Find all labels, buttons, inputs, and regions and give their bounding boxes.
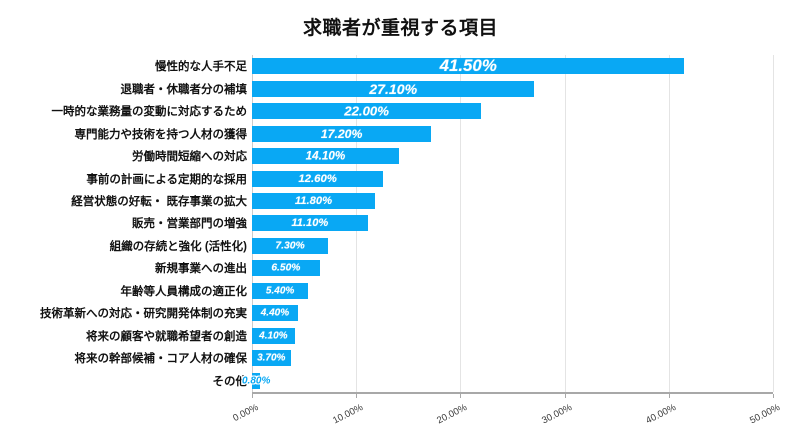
bar-value-label: 12.60% <box>298 172 337 185</box>
x-tick-mark <box>252 394 253 398</box>
bar-value-label: 22.00% <box>344 103 389 119</box>
bar-row: 0.80% <box>242 370 773 392</box>
x-tick-label: 0.00% <box>231 402 261 425</box>
x-tick-label: 10.00% <box>331 402 366 427</box>
bar-row: 7.30% <box>252 235 773 257</box>
bar[interactable] <box>252 237 329 254</box>
bar-row: 4.10% <box>252 325 773 347</box>
bar[interactable] <box>252 327 295 344</box>
plot-area: 41.50% 27.10% 22.00% 17.20% 14.10% 12.60% 11.8… <box>242 55 774 394</box>
bar-value-label: 4.10% <box>259 330 288 342</box>
bar-value-label: 11.10% <box>291 217 329 230</box>
bar[interactable] <box>252 215 368 232</box>
bar-row: 41.50% <box>252 55 773 77</box>
bar-row: 5.40% <box>252 280 773 302</box>
bar[interactable] <box>252 103 482 120</box>
x-tick-label: 30.00% <box>539 402 574 427</box>
category-axis: 慢性的な人手不足退職者・休職者分の補填一時的な業務量の変動に対応するため専門能力… <box>0 55 247 392</box>
bar-value-label: 5.40% <box>265 285 295 297</box>
gridline <box>460 55 462 392</box>
bar-value-label: 3.70% <box>257 352 286 364</box>
bar-value-label: 4.40% <box>260 307 290 319</box>
bar-value-label: 27.10% <box>369 80 418 97</box>
x-tick-label: 20.00% <box>435 402 470 427</box>
bar[interactable] <box>252 350 291 367</box>
bar-row: 4.40% <box>252 302 773 324</box>
category-label: 将来の幹部候補・コア人材の確保 <box>74 353 248 366</box>
x-tick-mark <box>356 394 358 398</box>
bar[interactable] <box>252 148 399 165</box>
x-tick-mark <box>460 394 462 398</box>
bar[interactable] <box>252 193 375 210</box>
bar-value-label: 11.80% <box>294 195 333 208</box>
x-axis: 0.00% 10.00% 20.00% 30.00% 40.00% 50.00% <box>231 394 782 438</box>
bar-value-label: 17.20% <box>320 126 363 141</box>
gridline <box>773 55 774 392</box>
category-label: 事前の計画による定期的な採用 <box>86 173 247 186</box>
chart-title: 求職者が重視する項目 <box>302 18 498 39</box>
category-label: 将来の顧客や就職希望者の創造 <box>86 330 247 343</box>
bar-row: 22.00% <box>252 100 773 122</box>
bar[interactable] <box>252 170 384 187</box>
gridline <box>668 55 670 392</box>
bar-row: 14.10% <box>252 145 773 167</box>
bar-row: 11.10% <box>252 212 773 234</box>
category-label: 組織の存続と強化 (活性化) <box>109 240 247 253</box>
category-label: 年齢等人員構成の適正化 <box>120 285 248 298</box>
bar[interactable] <box>252 282 309 299</box>
category-label: 一時的な業務量の変動に対応するため <box>51 106 248 119</box>
category-label: 退職者・休職者分の補填 <box>120 83 248 96</box>
category-label: 労働時間短縮への対応 <box>132 151 247 164</box>
category-label: 販売・営業部門の増強 <box>132 218 247 231</box>
bar-row: 3.70% <box>252 347 773 369</box>
bar[interactable] <box>252 260 320 277</box>
gridline <box>564 55 566 392</box>
bar-value-label: 41.50% <box>439 56 497 76</box>
bar-value-label: 6.50% <box>271 262 301 274</box>
bar-row: 27.10% <box>252 77 773 99</box>
bar[interactable] <box>252 80 535 97</box>
x-tick-mark <box>773 394 774 398</box>
bar-value-label: 0.80% <box>241 375 271 387</box>
bar-value-label: 7.30% <box>275 240 305 252</box>
category-label: 専門能力や技術を持つ人材の獲得 <box>74 128 248 141</box>
bar[interactable] <box>252 58 685 75</box>
x-tick-mark <box>564 394 566 398</box>
category-label: 技術革新への対応・研究開発体制の充実 <box>40 308 247 321</box>
x-tick-label: 40.00% <box>643 402 678 427</box>
bar[interactable] <box>252 125 432 142</box>
x-tick-label: 50.00% <box>748 402 782 427</box>
category-label: 経営状態の好転・ 既存事業の拡大 <box>71 196 247 209</box>
x-tick-mark <box>668 394 670 398</box>
category-label: その他 <box>212 375 248 388</box>
bar[interactable] <box>252 305 298 322</box>
category-label: 新規事業への進出 <box>155 263 247 276</box>
bar-row: 11.80% <box>252 190 773 212</box>
category-label: 慢性的な人手不足 <box>155 61 247 74</box>
bar-value-label: 14.10% <box>305 149 346 163</box>
bar-row: 6.50% <box>252 257 773 279</box>
bar-row: 17.20% <box>252 122 773 144</box>
bar[interactable] <box>252 372 261 389</box>
bar-row: 12.60% <box>252 167 773 189</box>
